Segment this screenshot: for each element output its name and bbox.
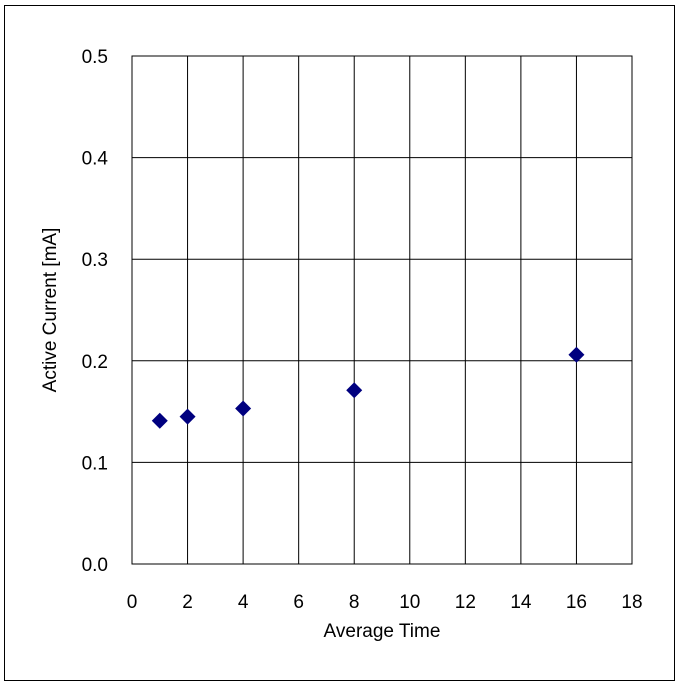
y-axis-title: Active Current [mA] (40, 228, 61, 393)
y-tick-label: 0.2 (82, 352, 108, 373)
y-tick-label: 0.1 (82, 453, 108, 474)
data-points (151, 346, 585, 429)
x-tick-label: 8 (349, 592, 360, 613)
x-tick-label: 16 (566, 592, 587, 613)
y-tick-label: 0.5 (82, 47, 108, 68)
data-point (346, 382, 363, 399)
x-axis-title: Average Time (324, 621, 441, 642)
data-point (568, 346, 585, 363)
plot-area (131, 55, 633, 565)
x-tick-label: 2 (182, 592, 193, 613)
x-tick-label: 10 (399, 592, 420, 613)
y-tick-label: 0.3 (82, 250, 108, 271)
data-point (235, 400, 252, 417)
x-tick-label: 14 (510, 592, 532, 613)
y-tick-label: 0.4 (82, 149, 109, 170)
x-tick-label: 12 (455, 592, 476, 613)
x-tick-label: 0 (127, 592, 138, 613)
x-tick-label: 6 (293, 592, 304, 613)
y-tick-labels: 0.0 0.1 0.2 0.3 0.4 0.5 (82, 47, 109, 576)
grid-lines (132, 56, 632, 564)
data-point (151, 412, 168, 429)
x-tick-label: 18 (621, 592, 642, 613)
y-tick-label: 0.0 (82, 555, 108, 576)
data-point (179, 408, 196, 425)
x-tick-labels: 0 2 4 6 8 10 12 14 16 18 (127, 592, 643, 613)
x-tick-label: 4 (238, 592, 249, 613)
